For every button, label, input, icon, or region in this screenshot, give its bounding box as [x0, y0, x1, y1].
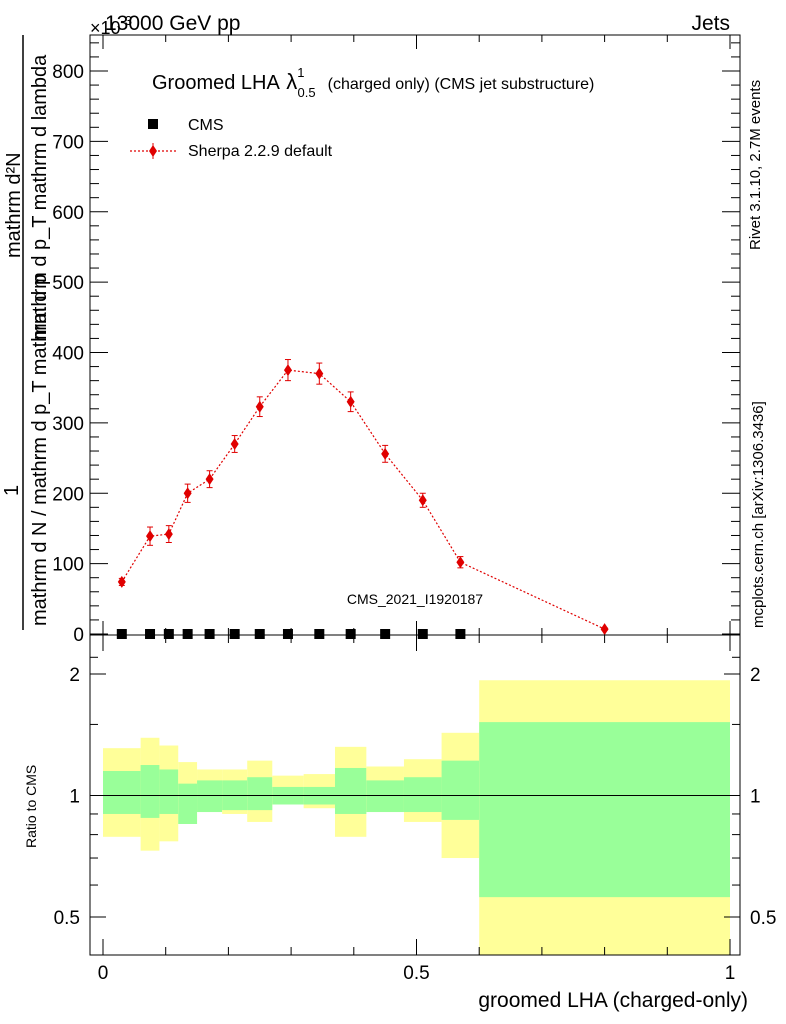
sherpa-data-point — [346, 395, 355, 408]
ratio-y-tick-label-right: 0.5 — [750, 908, 776, 929]
ratio-frame — [89, 634, 741, 956]
rivet-label: Rivet 3.1.10, 2.7M events — [747, 80, 764, 250]
cms-data-point — [455, 629, 466, 639]
ratio-band-inner — [247, 777, 273, 811]
ratio-band-inner — [366, 780, 404, 813]
plot-title: Groomed LHA λ1 0.5 (charged only) (CMS jet… — [152, 65, 594, 100]
ratio-x-tick-label: 1 — [725, 963, 736, 984]
ratio-band-inner — [140, 765, 160, 818]
cms-data-point — [145, 629, 156, 639]
main-y-tick-label: 800 — [52, 62, 84, 83]
main-y-tick-label: 400 — [52, 344, 84, 365]
sherpa-data-point — [205, 473, 214, 486]
plot-title-sup: 1 — [297, 65, 304, 80]
plot-title-main: Groomed LHA — [152, 72, 280, 94]
cms-data-point — [204, 629, 215, 639]
ratio-y-tick-label: 2 — [69, 665, 80, 686]
sherpa-data-point — [283, 364, 292, 377]
legend-marker-sherpa — [149, 145, 157, 157]
ratio-panel: 0.5 0.5 1 1 2 2 0 0.5 1 Ratio to CMS groomed LHA… — [23, 634, 776, 1012]
sherpa-data-point — [381, 447, 390, 460]
sherpa-series-line — [121, 369, 605, 630]
sherpa-data-point — [183, 487, 192, 500]
ratio-ylabel: Ratio to CMS — [23, 765, 39, 848]
ratio-band-inner — [178, 783, 198, 824]
sherpa-data-point — [146, 530, 155, 543]
plot-title-lambda: λ — [286, 69, 297, 94]
ratio-y-tick-label-right: 1 — [750, 787, 761, 808]
ratio-axes: 0.5 0.5 1 1 2 2 0 0.5 1 — [54, 635, 776, 984]
ratio-y-tick-label: 1 — [69, 787, 80, 808]
exponent-label: ×10-3 — [90, 13, 132, 38]
ratio-band-inner — [159, 769, 179, 814]
main-y-tick-label: 600 — [52, 203, 84, 224]
main-y-axis: 0 100 200 300 400 500 600 700 800 — [52, 35, 740, 646]
ratio-x-tick-label: 0.5 — [403, 963, 429, 984]
cms-data-point — [182, 629, 193, 639]
cms-data-point — [380, 629, 391, 639]
legend-label-sherpa: Sherpa 2.2.9 default — [188, 143, 333, 160]
cms-data-point — [116, 629, 127, 639]
ratio-bands — [103, 680, 730, 955]
cms-data-point — [163, 629, 174, 639]
ratio-band-inner — [441, 760, 480, 820]
category-label: Jets — [691, 12, 730, 35]
ylabel-bottom-numerator: mathrm d N / mathrm d p_T mathrm d p — [29, 274, 51, 626]
cms-data-point — [254, 629, 265, 639]
exponent-power: -3 — [121, 13, 133, 28]
ylabel-top-denominator: mathrm d p_T mathrm d lambda — [29, 54, 51, 340]
main-y-tick-label: 300 — [52, 414, 84, 435]
legend: CMS Sherpa 2.2.9 default — [130, 117, 333, 160]
exponent-base: ×10 — [90, 18, 121, 38]
sherpa-data-point — [456, 556, 465, 569]
plot-title-suffix: (charged only) (CMS jet substructure) — [328, 76, 595, 93]
ratio-band-inner — [403, 777, 442, 813]
main-y-tick-label: 100 — [52, 555, 84, 576]
mcplots-label: mcplots.cern.ch [arXiv:1306.3436] — [750, 401, 767, 628]
main-y-tick-label: 500 — [52, 273, 84, 294]
sherpa-data-point — [255, 400, 264, 413]
main-ylabel: mathrm d²N mathrm d p_T mathrm d lambda … — [1, 35, 51, 630]
ylabel-top-numerator: mathrm d²N — [3, 152, 25, 258]
ratio-band-inner — [479, 722, 730, 898]
cms-data-point — [229, 629, 240, 639]
ratio-band-inner — [197, 780, 223, 813]
sherpa-data-point — [164, 528, 173, 541]
ratio-band-inner — [103, 771, 141, 814]
legend-label-cms: CMS — [188, 117, 224, 134]
plot-title-sub: 0.5 — [298, 85, 316, 100]
cms-data-point — [314, 629, 325, 639]
cms-data-point — [282, 629, 293, 639]
watermark: CMS_2021_I1920187 — [347, 591, 483, 607]
main-marks — [116, 359, 609, 639]
ratio-band-inner — [334, 767, 367, 814]
sherpa-data-point — [117, 575, 126, 588]
ratio-x-tick-label: 0 — [98, 963, 109, 984]
x-axis-label: groomed LHA (charged-only) — [478, 989, 748, 1012]
sherpa-data-point — [230, 437, 239, 450]
cms-data-point — [417, 629, 428, 639]
ylabel-one: 1 — [1, 485, 23, 496]
sherpa-data-point — [418, 494, 427, 507]
sherpa-data-point — [600, 623, 609, 636]
main-y-tick-label: 0 — [73, 625, 84, 646]
main-panel: CMS_2021_I1920187 Groomed LHA λ1 0.5 (char… — [52, 34, 741, 646]
sherpa-data-point — [315, 367, 324, 380]
main-y-tick-label: 200 — [52, 484, 84, 505]
legend-marker-cms — [148, 119, 158, 129]
main-y-tick-label: 700 — [52, 132, 84, 153]
ratio-y-tick-label-right: 2 — [750, 665, 761, 686]
energy-label: 13000 GeV pp — [105, 12, 240, 35]
cms-data-point — [345, 629, 356, 639]
ratio-y-tick-label: 0.5 — [54, 908, 80, 929]
